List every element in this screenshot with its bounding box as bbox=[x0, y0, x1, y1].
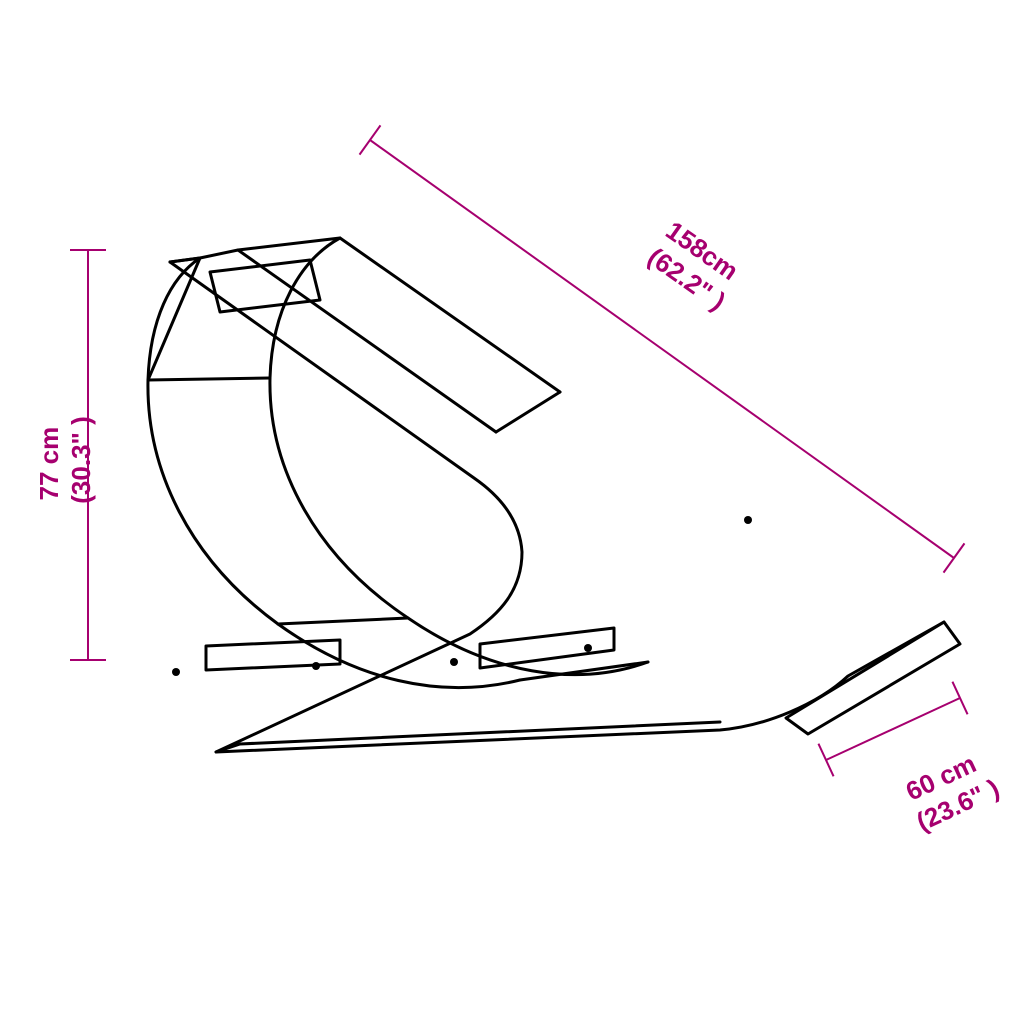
height-label: 77 cm (30.3" ) bbox=[34, 416, 96, 503]
dimension-length: 158cm (62.2" ) bbox=[360, 125, 965, 572]
dimension-diagram: 77 cm (30.3" ) 158cm (62.2" ) 60 cm (23.… bbox=[0, 0, 1024, 1024]
width-tick-end bbox=[818, 744, 833, 777]
product-path bbox=[278, 618, 408, 624]
length-line bbox=[370, 140, 954, 558]
width-line bbox=[826, 698, 960, 760]
length-label: 158cm (62.2" ) bbox=[642, 215, 750, 316]
width-tick-start bbox=[952, 682, 967, 715]
product-path bbox=[170, 262, 944, 752]
joint-dot bbox=[584, 644, 592, 652]
product-path bbox=[148, 258, 200, 380]
dimension-width: 60 cm (23.6" ) bbox=[818, 682, 1003, 837]
height-label-line1: 77 cm bbox=[34, 427, 64, 501]
product-drawing bbox=[148, 238, 960, 752]
joint-dot bbox=[744, 516, 752, 524]
product-path bbox=[148, 378, 270, 380]
product-path bbox=[170, 250, 496, 432]
joint-dot bbox=[312, 662, 320, 670]
length-tick-end bbox=[944, 543, 965, 572]
product-path bbox=[238, 238, 560, 392]
product-path bbox=[786, 622, 960, 734]
dimension-height: 77 cm (30.3" ) bbox=[34, 250, 106, 660]
joint-dot bbox=[172, 668, 180, 676]
width-label: 60 cm (23.6" ) bbox=[898, 744, 1003, 837]
length-tick-start bbox=[360, 125, 381, 154]
height-label-line2: (30.3" ) bbox=[66, 416, 96, 503]
joint-dot bbox=[450, 658, 458, 666]
product-path bbox=[496, 392, 560, 432]
product-path bbox=[270, 238, 648, 675]
